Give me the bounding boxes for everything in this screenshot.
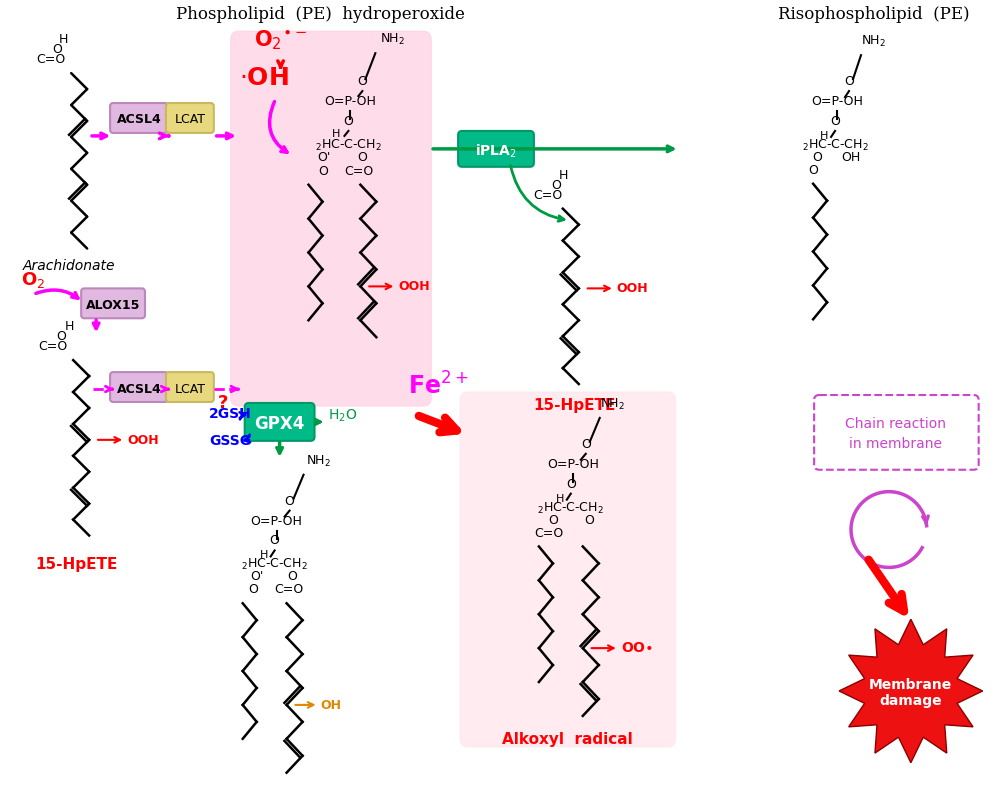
Text: 15-HpETE: 15-HpETE [35,557,117,572]
Text: Risophospholipid  (PE): Risophospholipid (PE) [778,6,970,23]
Text: O: O [566,478,576,491]
Text: in membrane: in membrane [849,437,942,451]
Text: H: H [259,550,268,561]
Text: LCAT: LCAT [174,383,205,395]
Text: O=P-OH: O=P-OH [324,95,376,108]
FancyBboxPatch shape [245,403,315,441]
Text: O$_2$: O$_2$ [21,271,46,291]
Text: Arachidonate: Arachidonate [23,260,115,273]
Text: H: H [559,169,569,182]
Text: O: O [56,330,66,343]
FancyBboxPatch shape [110,372,168,402]
Text: O: O [812,151,822,164]
Text: OH: OH [841,151,861,164]
Text: $_2$HC-C-CH$_2$: $_2$HC-C-CH$_2$ [537,500,604,515]
Text: NH$_2$: NH$_2$ [600,397,625,412]
Text: O: O [830,115,840,128]
Text: H$_2$O: H$_2$O [328,408,358,424]
Text: NH$_2$: NH$_2$ [306,453,331,469]
Text: Chain reaction: Chain reaction [845,417,946,431]
Text: NH$_2$: NH$_2$ [380,33,405,48]
Text: ACSL4: ACSL4 [117,114,161,126]
Text: OOH: OOH [127,434,159,447]
Text: ?: ? [218,394,228,412]
Text: O: O [319,165,328,178]
Text: O': O' [250,570,263,584]
FancyBboxPatch shape [814,395,979,470]
Text: NH$_2$: NH$_2$ [861,34,886,49]
Text: O: O [844,75,854,88]
Text: OOH: OOH [398,280,430,293]
Text: ALOX15: ALOX15 [86,299,140,312]
Text: C=O: C=O [534,526,563,539]
Text: O$_2$$^{\bullet -}$: O$_2$$^{\bullet -}$ [254,29,307,52]
Text: O: O [584,514,594,526]
Text: ACSL4: ACSL4 [117,383,161,395]
Text: O': O' [317,151,330,164]
Text: H: H [556,494,564,503]
FancyBboxPatch shape [166,103,214,133]
Text: O: O [357,75,367,88]
Text: $_2$HC-C-CH$_2$: $_2$HC-C-CH$_2$ [241,557,308,572]
Text: O: O [285,495,295,507]
Text: C=O: C=O [344,165,373,178]
Text: H: H [820,131,828,141]
Text: 15-HpETE: 15-HpETE [534,398,616,413]
Text: O=P-OH: O=P-OH [811,95,863,108]
FancyBboxPatch shape [110,103,168,133]
Text: C=O: C=O [37,53,66,66]
Text: O: O [248,584,258,596]
Text: LCAT: LCAT [174,114,205,126]
FancyBboxPatch shape [231,31,431,406]
Text: O=P-OH: O=P-OH [251,515,303,527]
Text: O: O [581,437,591,451]
FancyBboxPatch shape [460,392,676,747]
Text: O: O [52,43,62,56]
Text: H: H [65,320,74,333]
Polygon shape [839,619,983,763]
Text: O: O [288,570,298,584]
FancyBboxPatch shape [166,372,214,402]
Text: O: O [357,151,367,164]
Text: OH: OH [320,699,342,712]
Text: $_2$HC-C-CH$_2$: $_2$HC-C-CH$_2$ [315,138,382,153]
Text: O: O [343,115,353,128]
Text: O: O [551,179,561,191]
Text: H: H [332,129,341,139]
FancyBboxPatch shape [458,131,534,167]
Text: 2GSH: 2GSH [209,407,252,421]
Text: GSSG: GSSG [209,434,251,448]
Text: damage: damage [880,694,942,708]
Text: O: O [548,514,558,526]
Text: Alkoxyl  radical: Alkoxyl radical [502,732,633,747]
FancyBboxPatch shape [81,288,145,318]
Text: iPLA$_2$: iPLA$_2$ [475,142,517,160]
Text: C=O: C=O [274,584,303,596]
Text: Phospholipid  (PE)  hydroperoxide: Phospholipid (PE) hydroperoxide [176,6,465,23]
Text: O=P-OH: O=P-OH [547,458,599,471]
Text: C=O: C=O [533,189,562,202]
Text: $\cdot$OH: $\cdot$OH [239,66,289,90]
Text: Fe$^{2+}$: Fe$^{2+}$ [408,373,468,400]
Text: OOH: OOH [617,283,648,295]
Text: O: O [808,164,818,177]
Text: GPX4: GPX4 [254,415,305,433]
Text: $_2$HC-C-CH$_2$: $_2$HC-C-CH$_2$ [802,138,868,153]
Text: C=O: C=O [39,340,68,353]
Text: H: H [59,33,68,46]
Text: OO$\bullet$: OO$\bullet$ [621,641,653,655]
Text: O: O [270,534,280,548]
Text: Membrane: Membrane [869,678,952,692]
